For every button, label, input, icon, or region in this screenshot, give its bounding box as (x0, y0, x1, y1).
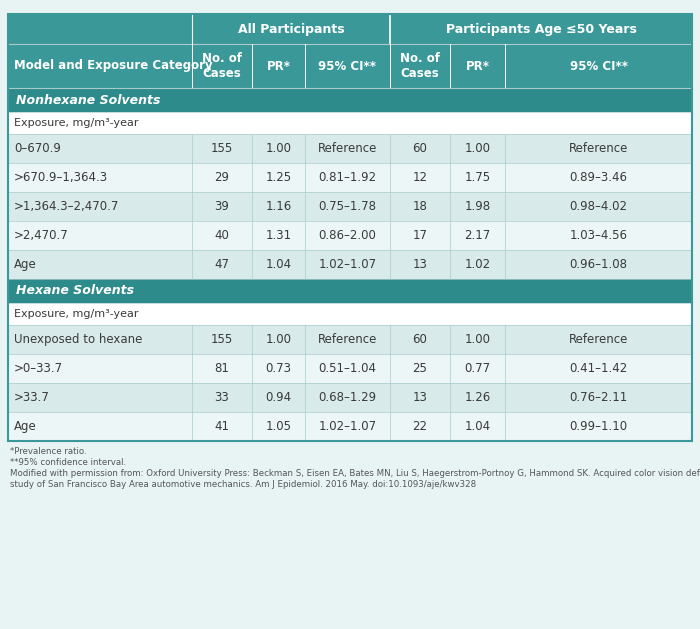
Bar (8, 134, 692, 163)
Text: 60: 60 (412, 333, 428, 346)
Text: 22: 22 (412, 420, 428, 433)
Text: 12: 12 (412, 171, 428, 184)
Text: 0.98–4.02: 0.98–4.02 (570, 200, 627, 213)
Text: study of San Francisco Bay Area automotive mechanics. Am J Epidemiol. 2016 May. : study of San Francisco Bay Area automoti… (10, 480, 476, 489)
Text: >33.7: >33.7 (14, 391, 50, 404)
Text: 1.02–1.07: 1.02–1.07 (318, 420, 377, 433)
Text: 13: 13 (412, 258, 428, 271)
Text: Nonhexane Solvents: Nonhexane Solvents (16, 94, 160, 106)
Text: 60: 60 (412, 142, 428, 155)
Text: 0.77: 0.77 (464, 362, 491, 375)
Text: PR*: PR* (466, 60, 489, 72)
Text: 0–670.9: 0–670.9 (14, 142, 61, 155)
Text: 81: 81 (215, 362, 230, 375)
Text: 0.89–3.46: 0.89–3.46 (570, 171, 627, 184)
Text: 1.02–1.07: 1.02–1.07 (318, 258, 377, 271)
Text: 0.51–1.04: 0.51–1.04 (318, 362, 377, 375)
Text: Hexane Solvents: Hexane Solvents (16, 284, 134, 298)
Text: 18: 18 (412, 200, 428, 213)
Text: 39: 39 (215, 200, 230, 213)
Bar (8, 412, 692, 441)
Text: Modified with permission from: Oxford University Press: Beckman S, Eisen EA, Bat: Modified with permission from: Oxford Un… (10, 469, 700, 478)
Text: 1.98: 1.98 (464, 200, 491, 213)
Text: >670.9–1,364.3: >670.9–1,364.3 (14, 171, 108, 184)
Text: 29: 29 (214, 171, 230, 184)
Bar (8, 221, 692, 250)
Text: 0.96–1.08: 0.96–1.08 (570, 258, 627, 271)
Text: 13: 13 (412, 391, 428, 404)
Text: Exposure, mg/m³-year: Exposure, mg/m³-year (14, 118, 139, 128)
Bar (8, 163, 692, 192)
Text: 0.99–1.10: 0.99–1.10 (569, 420, 628, 433)
Bar (8, 14, 692, 441)
Text: 17: 17 (412, 229, 428, 242)
Text: 1.00: 1.00 (465, 142, 491, 155)
Text: 33: 33 (215, 391, 230, 404)
Text: 41: 41 (214, 420, 230, 433)
Bar (8, 250, 692, 279)
Text: 1.00: 1.00 (265, 333, 291, 346)
Text: Reference: Reference (318, 333, 377, 346)
Text: All Participants: All Participants (238, 23, 344, 35)
Text: 1.75: 1.75 (464, 171, 491, 184)
Text: No. of
Cases: No. of Cases (202, 52, 242, 80)
Text: *Prevalence ratio.: *Prevalence ratio. (10, 447, 87, 456)
Text: 0.73: 0.73 (265, 362, 291, 375)
Text: **95% confidence interval.: **95% confidence interval. (10, 458, 126, 467)
Text: 155: 155 (211, 333, 233, 346)
Text: 95% CI**: 95% CI** (570, 60, 627, 72)
Text: 155: 155 (211, 142, 233, 155)
Text: Unexposed to hexane: Unexposed to hexane (14, 333, 142, 346)
Bar (8, 88, 692, 112)
Bar (8, 279, 692, 303)
Text: Age: Age (14, 420, 36, 433)
Text: 1.04: 1.04 (464, 420, 491, 433)
Text: PR*: PR* (267, 60, 290, 72)
Bar (8, 192, 692, 221)
Text: 2.17: 2.17 (464, 229, 491, 242)
Text: 25: 25 (412, 362, 428, 375)
Text: 40: 40 (215, 229, 230, 242)
Text: 1.00: 1.00 (265, 142, 291, 155)
Text: >1,364.3–2,470.7: >1,364.3–2,470.7 (14, 200, 120, 213)
Text: Reference: Reference (569, 333, 628, 346)
Text: 0.41–1.42: 0.41–1.42 (569, 362, 628, 375)
Text: 1.26: 1.26 (464, 391, 491, 404)
Text: 47: 47 (214, 258, 230, 271)
Text: 1.00: 1.00 (465, 333, 491, 346)
Text: Age: Age (14, 258, 36, 271)
Text: 1.25: 1.25 (265, 171, 292, 184)
Text: 0.86–2.00: 0.86–2.00 (318, 229, 377, 242)
Text: 0.68–1.29: 0.68–1.29 (318, 391, 377, 404)
Bar (8, 44, 692, 88)
Text: 95% CI**: 95% CI** (318, 60, 377, 72)
Bar (8, 383, 692, 412)
Text: Model and Exposure Category: Model and Exposure Category (14, 60, 213, 72)
Text: 1.16: 1.16 (265, 200, 292, 213)
Text: 0.76–2.11: 0.76–2.11 (569, 391, 628, 404)
Text: 0.75–1.78: 0.75–1.78 (318, 200, 377, 213)
Text: 1.05: 1.05 (265, 420, 291, 433)
Bar (8, 303, 692, 325)
Text: 1.02: 1.02 (464, 258, 491, 271)
Text: Participants Age ≤50 Years: Participants Age ≤50 Years (446, 23, 636, 35)
Text: Reference: Reference (318, 142, 377, 155)
Text: 1.31: 1.31 (265, 229, 292, 242)
Bar (8, 354, 692, 383)
Text: Exposure, mg/m³-year: Exposure, mg/m³-year (14, 309, 139, 319)
Text: >2,470.7: >2,470.7 (14, 229, 69, 242)
Text: Reference: Reference (569, 142, 628, 155)
Bar (8, 14, 692, 44)
Bar (8, 112, 692, 134)
Text: 1.03–4.56: 1.03–4.56 (570, 229, 627, 242)
Bar (8, 325, 692, 354)
Text: 1.04: 1.04 (265, 258, 292, 271)
Text: 0.81–1.92: 0.81–1.92 (318, 171, 377, 184)
Text: No. of
Cases: No. of Cases (400, 52, 440, 80)
Text: >0–33.7: >0–33.7 (14, 362, 63, 375)
Text: 0.94: 0.94 (265, 391, 292, 404)
